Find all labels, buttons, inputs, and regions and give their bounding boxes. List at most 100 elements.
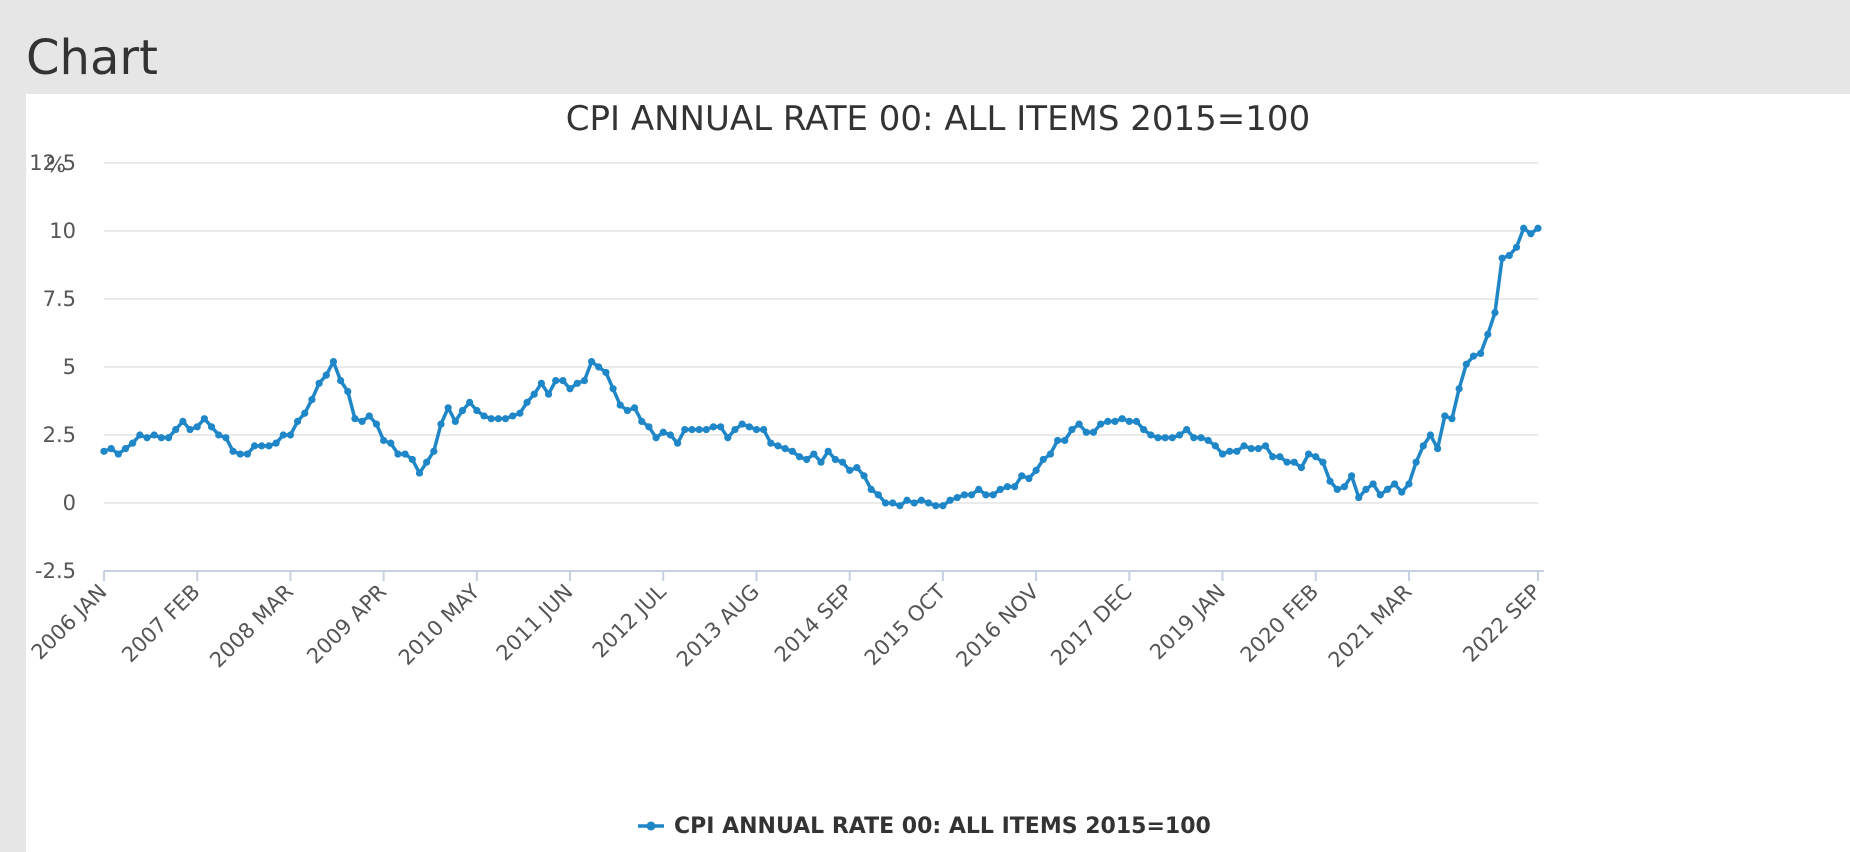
data-point[interactable] [272, 439, 280, 447]
data-point[interactable] [200, 415, 208, 423]
data-point[interactable] [666, 431, 675, 439]
data-point[interactable] [681, 425, 689, 434]
data-point[interactable] [501, 415, 510, 423]
data-point[interactable] [265, 442, 273, 450]
data-point[interactable] [559, 377, 567, 385]
data-point[interactable] [953, 493, 961, 502]
data-point[interactable] [494, 415, 502, 423]
data-point[interactable] [301, 409, 309, 417]
data-point[interactable] [910, 499, 918, 507]
data-point[interactable] [1097, 420, 1105, 428]
data-point[interactable] [1276, 453, 1284, 461]
data-point[interactable] [157, 434, 165, 442]
data-point[interactable] [487, 415, 495, 423]
data-point[interactable] [1484, 330, 1492, 338]
data-point[interactable] [760, 425, 768, 434]
data-point[interactable] [1498, 254, 1506, 262]
data-point[interactable] [150, 431, 158, 439]
data-point[interactable] [444, 404, 452, 412]
data-point[interactable] [1340, 483, 1349, 491]
data-point[interactable] [1347, 472, 1356, 480]
data-point[interactable] [638, 417, 646, 425]
data-point[interactable] [1304, 450, 1313, 458]
data-point[interactable] [566, 385, 574, 393]
data-point[interactable] [1505, 251, 1513, 260]
data-point[interactable] [236, 450, 244, 458]
data-point[interactable] [695, 425, 703, 434]
data-point[interactable] [1527, 230, 1535, 238]
data-point[interactable] [788, 447, 796, 455]
data-point[interactable] [186, 425, 194, 434]
data-point[interactable] [107, 445, 115, 453]
data-point[interactable] [215, 431, 223, 439]
data-point[interactable] [917, 496, 925, 504]
data-point[interactable] [1254, 445, 1262, 453]
data-point[interactable] [1140, 425, 1148, 434]
data-point[interactable] [1362, 485, 1370, 493]
data-point[interactable] [967, 491, 976, 499]
data-point[interactable] [724, 434, 732, 442]
data-point[interactable] [1218, 450, 1227, 458]
data-point[interactable] [380, 436, 388, 445]
data-point[interactable] [401, 450, 409, 458]
data-point[interactable] [1319, 458, 1327, 466]
data-point[interactable] [709, 423, 718, 431]
data-point[interactable] [616, 401, 624, 409]
data-point[interactable] [630, 404, 639, 412]
data-point[interactable] [1398, 488, 1406, 496]
data-point[interactable] [1269, 453, 1277, 461]
data-point[interactable] [344, 387, 352, 396]
data-point[interactable] [889, 499, 897, 507]
data-point[interactable] [114, 450, 122, 458]
data-point[interactable] [824, 447, 832, 455]
data-point[interactable] [1247, 445, 1255, 453]
data-point[interactable] [437, 420, 445, 428]
data-point[interactable] [1132, 417, 1141, 425]
data-point[interactable] [573, 379, 581, 387]
data-point[interactable] [1197, 434, 1205, 442]
data-point[interactable] [1211, 442, 1219, 450]
data-point[interactable] [1469, 352, 1478, 360]
data-point[interactable] [752, 425, 761, 434]
data-point[interactable] [1183, 425, 1191, 434]
data-point[interactable] [595, 363, 603, 371]
data-point[interactable] [1240, 442, 1248, 450]
data-point[interactable] [129, 439, 137, 447]
data-point[interactable] [136, 431, 144, 439]
data-point[interactable] [315, 379, 323, 387]
data-point[interactable] [250, 442, 259, 450]
data-point[interactable] [1018, 472, 1026, 480]
data-point[interactable] [1068, 425, 1076, 434]
data-point[interactable] [100, 447, 108, 455]
data-point[interactable] [838, 458, 847, 466]
data-point[interactable] [781, 445, 789, 453]
data-point[interactable] [172, 425, 180, 434]
data-point[interactable] [143, 434, 151, 442]
data-point[interactable] [860, 472, 868, 480]
data-point[interactable] [803, 455, 811, 464]
data-point[interactable] [358, 417, 366, 425]
data-point[interactable] [1419, 442, 1427, 450]
data-point[interactable] [1405, 480, 1413, 488]
data-point[interactable] [1441, 412, 1449, 420]
data-point[interactable] [846, 466, 854, 474]
legend[interactable]: CPI ANNUAL RATE 00: ALL ITEMS 2015=100 [638, 814, 1211, 839]
data-point[interactable] [408, 455, 416, 464]
data-point[interactable] [243, 450, 251, 458]
data-point[interactable] [1168, 434, 1176, 442]
data-point[interactable] [387, 439, 395, 447]
data-point[interactable] [853, 464, 861, 472]
data-point[interactable] [881, 499, 890, 507]
data-point[interactable] [423, 458, 431, 466]
data-point[interactable] [1283, 458, 1291, 466]
data-point[interactable] [293, 417, 302, 425]
data-point[interactable] [1032, 466, 1040, 474]
data-point[interactable] [946, 496, 954, 504]
data-point[interactable] [121, 445, 130, 453]
data-point[interactable] [193, 423, 201, 431]
data-point[interactable] [738, 420, 746, 428]
data-point[interactable] [1534, 224, 1542, 232]
data-point[interactable] [279, 431, 287, 439]
data-point[interactable] [602, 368, 610, 377]
data-point[interactable] [466, 398, 474, 406]
